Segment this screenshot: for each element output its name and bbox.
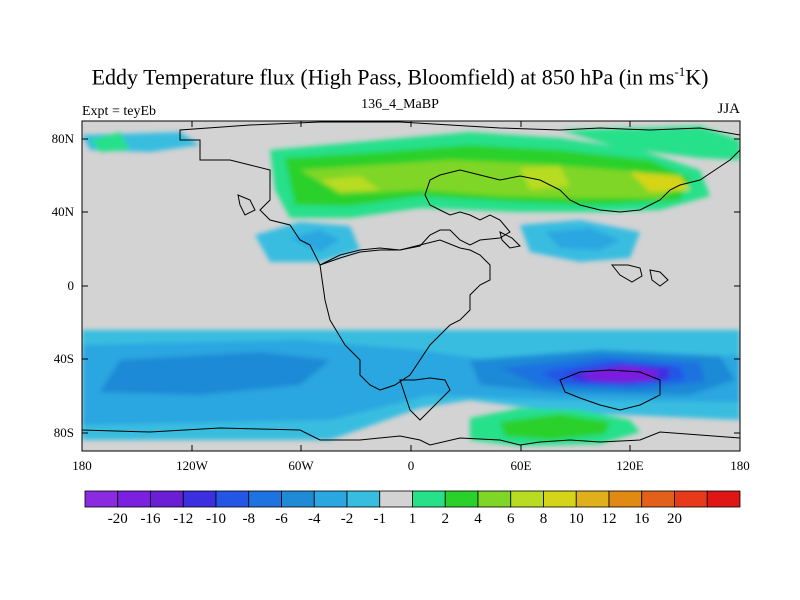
lon-tick: 0 xyxy=(408,458,415,473)
colorbar-box xyxy=(477,490,512,508)
colorbar-box xyxy=(641,490,675,508)
colorbar-label: -8 xyxy=(243,511,256,527)
colorbar-label: 12 xyxy=(602,511,617,527)
colorbar-label: -1 xyxy=(374,511,387,527)
lon-tick: 60E xyxy=(511,458,532,473)
lon-tick: 120E xyxy=(616,458,644,473)
colorbar-box xyxy=(706,490,741,508)
colorbar-label: 16 xyxy=(634,511,650,527)
lon-tick: 120W xyxy=(176,458,209,473)
colorbar-box xyxy=(150,490,184,508)
plot-title: Eddy Temperature flux (High Pass, Bloomf… xyxy=(91,64,709,90)
colorbar-box xyxy=(182,490,217,508)
lat-tick: 80S xyxy=(54,425,74,440)
lat-tick: 80N xyxy=(52,131,75,146)
axis-ticks xyxy=(81,121,741,451)
colorbar-label: -2 xyxy=(341,511,354,527)
contour-field xyxy=(82,121,740,451)
plot-subtitle: 136_4_MaBP xyxy=(361,97,439,112)
colorbar-label: 8 xyxy=(540,511,548,527)
colorbar-label: -10 xyxy=(206,511,226,527)
colorbar-box xyxy=(444,490,479,508)
colorbar: -20 -16 -12 -10 -8 -6 -4 -2 -1 1 2 4 6 8 10 12 16 20 xyxy=(84,490,741,527)
colorbar-box xyxy=(674,490,708,508)
colorbar-box xyxy=(379,490,413,508)
experiment-label: Expt = teyEb xyxy=(82,104,156,119)
colorbar-box xyxy=(510,490,544,508)
colorbar-label: 1 xyxy=(409,511,417,527)
longitude-labels: 180 120W 60W 0 60E 120E 180 xyxy=(72,458,750,473)
colorbar-box xyxy=(215,490,250,508)
colorbar-label: 20 xyxy=(667,511,682,527)
colorbar-label: 6 xyxy=(507,511,515,527)
colorbar-label: 2 xyxy=(442,511,450,527)
colorbar-box xyxy=(84,490,119,508)
colorbar-label: -6 xyxy=(275,511,288,527)
colorbar-box xyxy=(543,490,577,508)
lon-tick: 180 xyxy=(730,458,750,473)
colorbar-label: -20 xyxy=(108,511,128,527)
colorbar-label: -12 xyxy=(173,511,193,527)
colorbar-label: -4 xyxy=(308,511,321,527)
colorbar-box xyxy=(575,490,610,508)
colorbar-box xyxy=(248,490,282,508)
lat-tick: 40S xyxy=(54,351,74,366)
continent-outlines xyxy=(82,121,740,446)
colorbar-box xyxy=(412,490,446,508)
colorbar-box xyxy=(346,490,381,508)
lon-tick: 180 xyxy=(72,458,92,473)
colorbar-box xyxy=(117,490,151,508)
colorbar-box xyxy=(608,490,643,508)
lat-tick: 40N xyxy=(52,204,75,219)
latitude-labels: 80N 40N 0 40S 80S xyxy=(52,131,75,440)
colorbar-label: -16 xyxy=(141,511,161,527)
lon-tick: 60W xyxy=(288,458,314,473)
colorbar-box xyxy=(313,490,348,508)
lat-tick: 0 xyxy=(68,278,75,293)
season-label: JJA xyxy=(717,101,740,117)
colorbar-label: 4 xyxy=(474,511,482,527)
colorbar-label: 10 xyxy=(569,511,584,527)
colorbar-box xyxy=(281,490,315,508)
